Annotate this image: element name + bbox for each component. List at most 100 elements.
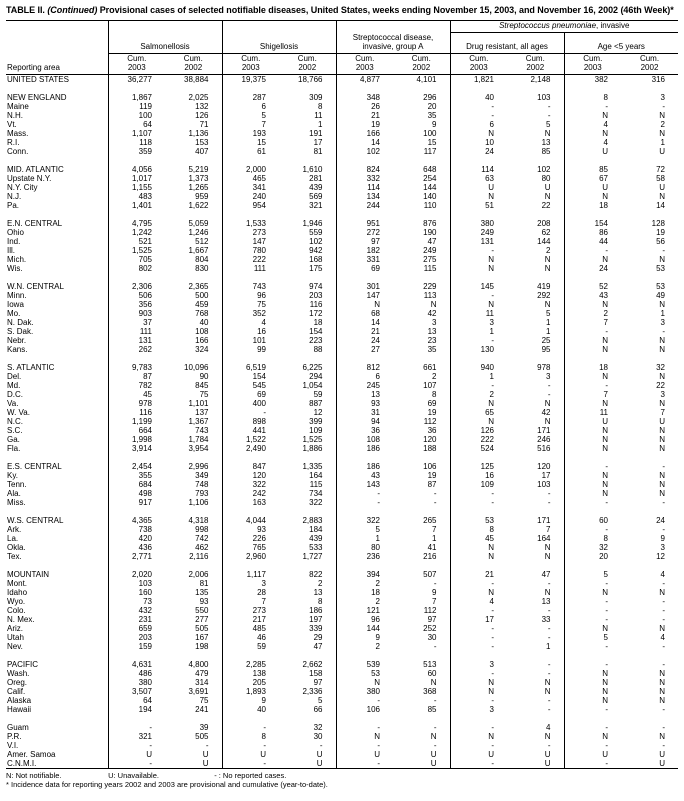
age-under-5-header: Age <5 years: [564, 32, 678, 54]
value-cell: -: [377, 488, 380, 498]
value-cell: -: [605, 758, 608, 768]
row-w-n-central: W.N. CENTRAL 2,306 2,365 743 974 301 229 145 419…: [6, 281, 678, 291]
reporting-area-cell: Ariz.: [6, 623, 109, 633]
value-cell: 22: [656, 380, 665, 390]
value-cell: N: [507, 398, 565, 408]
value-cell: 27: [371, 344, 380, 354]
row-e-n-central: E.N. CENTRAL 4,795 5,059 1,533 1,946 951 876 38…: [6, 218, 678, 228]
value-cell: 1,136: [165, 128, 223, 138]
reporting-area-cell: Iowa: [6, 299, 109, 309]
row-nev: Nev. 159 198 59 47 2 - - 1 - -: [6, 641, 678, 651]
value-cell: 768: [165, 308, 223, 318]
value-cell: 145: [480, 281, 494, 291]
value-cell: 272: [366, 227, 380, 237]
value-cell: 19: [371, 119, 380, 129]
value-cell: 111: [139, 326, 152, 336]
value-cell: U: [488, 182, 494, 192]
value-cell: N: [602, 479, 608, 489]
value-cell: 262: [138, 344, 152, 354]
value-cell: 103: [138, 578, 152, 588]
value-cell: 978: [507, 362, 565, 372]
value-cell: N: [507, 299, 565, 309]
column-header-cum-2003: Cum. 2003: [564, 53, 621, 75]
column-header-cum-2002: Cum. 2002: [165, 53, 223, 75]
value-cell: 3: [660, 317, 665, 327]
value-cell: 154: [252, 371, 266, 381]
value-cell: 14: [656, 200, 665, 210]
value-cell: -: [507, 659, 565, 669]
reporting-area-cell: Okla.: [6, 542, 109, 552]
value-cell: 246: [507, 434, 565, 444]
row-nebr: Nebr. 131 166 101 223 24 23 - 25 N N: [6, 335, 678, 345]
value-cell: 252: [393, 623, 451, 633]
value-cell: 2,662: [279, 659, 337, 669]
value-cell: 7: [660, 407, 665, 417]
reporting-area-cell: W.N. CENTRAL: [6, 281, 109, 291]
value-cell: N: [507, 416, 565, 426]
value-cell: -: [491, 605, 494, 615]
value-cell: -: [393, 497, 451, 507]
reporting-area-cell: Upstate N.Y.: [6, 173, 109, 183]
value-cell: 2,116: [165, 551, 223, 561]
value-cell: 3,954: [165, 443, 223, 453]
value-cell: 103: [507, 479, 565, 489]
value-cell: 93: [371, 398, 380, 408]
row-n-y-city: N.Y. City 1,155 1,265 341 439 114 144 U U U U: [6, 182, 678, 192]
value-cell: 734: [279, 488, 337, 498]
value-cell: 118: [139, 137, 152, 147]
shigellosis-header: Shigellosis: [222, 32, 337, 54]
value-cell: 144: [393, 182, 451, 192]
value-cell: 20: [599, 551, 608, 561]
value-cell: 9: [261, 695, 266, 705]
value-cell: N: [507, 551, 565, 561]
value-cell: -: [605, 326, 608, 336]
value-cell: 1: [375, 533, 380, 543]
value-cell: N: [659, 677, 665, 687]
reporting-area-cell: S. ATLANTIC: [6, 362, 109, 372]
reporting-area-cell: MID. ATLANTIC: [6, 164, 109, 174]
value-cell: 1,335: [279, 461, 337, 471]
value-cell: 705: [138, 254, 152, 264]
value-cell: 3,507: [131, 686, 152, 696]
value-cell: 1,101: [165, 398, 223, 408]
value-cell: 339: [279, 623, 337, 633]
value-cell: 1,998: [131, 434, 152, 444]
value-cell: 120: [252, 470, 266, 480]
value-cell: 2,336: [279, 686, 337, 696]
value-cell: U: [393, 749, 451, 759]
value-cell: N: [659, 623, 665, 633]
value-cell: 240: [252, 191, 266, 201]
value-cell: 1,525: [279, 434, 337, 444]
value-cell: 3: [660, 542, 665, 552]
value-cell: 356: [138, 299, 152, 309]
row-calif: Calif. 3,507 3,691 1,893 2,336 380 368 N N N N: [6, 686, 678, 696]
value-cell: 60: [599, 515, 608, 525]
value-cell: 2: [375, 578, 380, 588]
value-cell: 322: [279, 497, 337, 507]
value-cell: -: [491, 335, 494, 345]
reporting-area-cell: Mont.: [6, 578, 109, 588]
value-cell: U: [659, 146, 665, 156]
value-cell: 4: [489, 596, 494, 606]
value-cell: 954: [252, 200, 266, 210]
legend-line: N: Not notifiable. U: Unavailable. - : N…: [6, 771, 678, 781]
value-cell: U: [165, 749, 223, 759]
row-pacific: PACIFIC 4,631 4,800 2,285 2,662 539 513 3 - - -: [6, 659, 678, 669]
value-cell: -: [507, 389, 565, 399]
value-cell: N: [488, 542, 494, 552]
value-cell: N: [507, 128, 565, 138]
value-cell: 4: [603, 137, 608, 147]
value-cell: 7: [261, 119, 266, 129]
value-cell: 742: [165, 533, 223, 543]
value-cell: 11: [599, 407, 608, 417]
value-cell: 163: [252, 497, 266, 507]
row-upstate-n-y: Upstate N.Y. 1,017 1,373 465 281 332 254 63 80 67…: [6, 173, 678, 183]
value-cell: -: [507, 704, 565, 714]
salmonellosis-header: Salmonellosis: [108, 32, 223, 54]
value-cell: -: [377, 722, 380, 732]
value-cell: 309: [279, 92, 337, 102]
value-cell: N: [602, 623, 608, 633]
header-spacer: [108, 20, 223, 33]
notifiable-diseases-table: Reporting area Streptococcus pneumoniae,…: [6, 20, 678, 769]
value-cell: 208: [507, 218, 565, 228]
